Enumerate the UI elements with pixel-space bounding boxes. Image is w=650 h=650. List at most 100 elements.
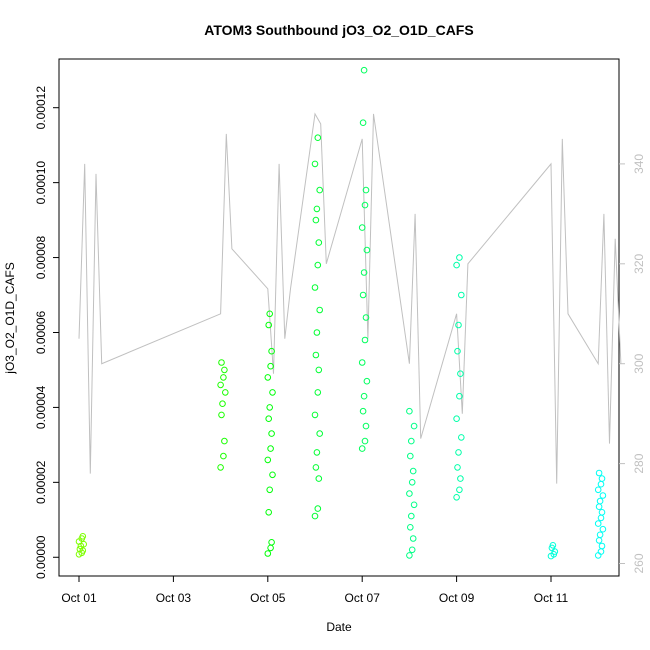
scatter-point (408, 479, 416, 486)
scatter-point (409, 535, 417, 542)
scatter-point (456, 254, 463, 261)
scatter-point (595, 469, 603, 477)
scatter-point (455, 449, 462, 456)
y-axis-label: jO3_O2_O1D_CAFS (3, 262, 17, 374)
secondary-series-line (78, 112, 622, 484)
scatter-point (598, 542, 606, 550)
chart-title: ATOM3 Southbound jO3_O2_O1D_CAFS (204, 22, 473, 38)
scatter-point (76, 545, 84, 553)
scatter-point (360, 66, 368, 74)
scatter-point (266, 486, 274, 494)
scatter-point (264, 456, 272, 464)
scatter-point (267, 445, 274, 452)
scatter-point (358, 224, 366, 231)
scatter-point (456, 486, 463, 494)
scatter-point (595, 537, 603, 544)
scatter-point (410, 422, 418, 430)
scatter-point (311, 411, 319, 419)
scatter-point (457, 370, 464, 378)
x-axis: Oct 01 Oct 03 Oct 05 Oct 07 Oct 09 Oct 11 (61, 576, 569, 605)
scatter-point (311, 512, 319, 520)
scatter-point (361, 336, 369, 344)
y2-tick-label: 280 (632, 453, 646, 473)
y2-tick-label: 260 (632, 553, 646, 573)
scatter-point (453, 494, 460, 501)
scatter-point (269, 389, 276, 396)
scatter-point (314, 505, 322, 512)
scatter-point (268, 539, 275, 546)
y2-tick-label: 320 (632, 253, 646, 273)
scatter-point (80, 540, 87, 548)
y-tick-label: 0.00006 (34, 310, 48, 354)
scatter-point (222, 389, 229, 396)
scatter-point (362, 422, 370, 430)
scatter-point (267, 544, 274, 552)
x-tick-label: Oct 01 (61, 591, 97, 605)
y-tick-label: 0.00000 (34, 535, 48, 579)
scatter-point (266, 404, 274, 411)
scatter-point (315, 239, 323, 246)
scatter-point (597, 480, 605, 488)
y-tick-label: 0.00002 (34, 460, 48, 504)
y-tick-label: 0.00012 (34, 86, 48, 130)
scatter-point (312, 351, 320, 359)
scatter-point (358, 359, 366, 366)
scatter-point (217, 381, 224, 389)
scatter-point (316, 306, 324, 314)
scatter-point (599, 525, 607, 533)
scatter-point (313, 329, 321, 336)
plot-frame (58, 58, 620, 577)
scatter-point (311, 284, 319, 291)
scatter-point (406, 552, 413, 559)
scatter-point (217, 464, 224, 471)
scatter-point (221, 366, 228, 374)
scatter-point (218, 359, 225, 366)
y-axis-right: 260 280 300 320 340 (619, 154, 646, 574)
scatter-point (358, 445, 366, 452)
scatter-point (594, 552, 602, 559)
scatter-point (599, 492, 607, 499)
scatter-point (456, 392, 463, 400)
scatter-point (314, 389, 322, 396)
x-tick-label: Oct 11 (534, 591, 569, 605)
scatter-point (265, 415, 273, 423)
y-tick-label: 0.00010 (34, 161, 48, 205)
scatter-point (598, 509, 606, 516)
scatter-point (596, 531, 604, 539)
scatter-point (361, 437, 369, 445)
scatter-point (312, 216, 320, 224)
scatter-point (453, 261, 460, 269)
y-tick-label: 0.00008 (34, 236, 48, 280)
scatter-point (407, 524, 414, 531)
scatter-point (264, 550, 272, 557)
scatter-point (406, 490, 413, 497)
scatter-point (311, 160, 319, 168)
scatter-point (454, 464, 461, 471)
scatter-point (594, 486, 602, 494)
scatter-point (360, 392, 368, 400)
scatter-point (457, 475, 464, 482)
scatter-point (597, 514, 605, 522)
scatter-point (453, 415, 460, 423)
scatter-point (454, 347, 461, 355)
scatter-point (359, 291, 367, 299)
scatter-point (362, 186, 370, 194)
scatter-point (314, 261, 322, 269)
scatter-point (219, 400, 226, 408)
scatter-point (313, 449, 321, 456)
scatter-point (455, 321, 462, 329)
scatter-point (221, 437, 228, 445)
scatter-point (268, 430, 275, 437)
scatter-point (362, 314, 370, 321)
scatter-point (268, 347, 275, 355)
y2-tick-label: 340 (632, 154, 646, 174)
x-tick-label: Oct 05 (250, 591, 286, 605)
scatter-point (218, 411, 225, 419)
scatter-point (363, 246, 371, 254)
scatter-point (220, 452, 227, 460)
scatter-point (316, 430, 324, 437)
scatter-point (406, 407, 413, 415)
scatter-point (408, 437, 415, 445)
scatter-point (408, 512, 415, 520)
